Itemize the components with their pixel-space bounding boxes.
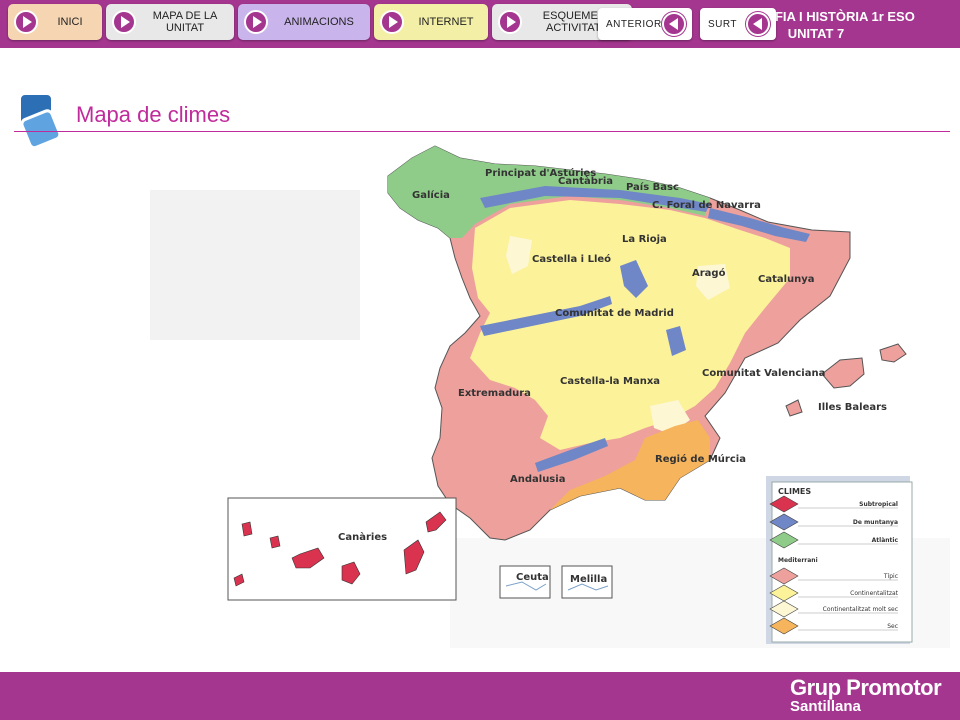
- map-background: [150, 190, 360, 340]
- previous-button[interactable]: ANTERIOR: [598, 8, 692, 40]
- previous-button-label: ANTERIOR: [606, 18, 662, 30]
- dry-zone: [550, 420, 710, 510]
- balearic-islands: [879, 343, 907, 363]
- page-title: Mapa de climes: [76, 102, 231, 127]
- region-label: Cantàbria: [558, 175, 613, 187]
- legend-box: [771, 481, 913, 643]
- play-icon: [380, 10, 404, 34]
- back-arrow-icon: [746, 12, 770, 36]
- legend-label: De muntanya: [853, 519, 898, 526]
- region-label: Regió de Múrcia: [655, 453, 746, 465]
- nav-button-animacions[interactable]: ANIMACIONS: [238, 4, 370, 40]
- nav-button-internet[interactable]: INTERNET: [374, 4, 488, 40]
- legend-swatch-med-typical: [769, 567, 799, 585]
- legend-label: Subtropical: [859, 501, 898, 508]
- legend-swatch-med-continental: [769, 584, 799, 602]
- legend-label: Sec: [887, 623, 898, 630]
- region-label: Aragó: [692, 267, 726, 279]
- very-dry-zone: [506, 236, 532, 274]
- canary-islands: [233, 511, 447, 587]
- region-label: Comunitat Valenciana: [702, 368, 825, 379]
- mountain-zone: [480, 296, 612, 336]
- legend-title: CLIMES: [778, 487, 811, 496]
- region-label: La Rioja: [622, 234, 667, 245]
- legend-label: Atlàntic: [872, 537, 899, 544]
- legend-group-title: Mediterrani: [778, 557, 818, 564]
- mountain-zone: [708, 208, 810, 242]
- balearic-islands: [785, 399, 803, 417]
- region-label: Catalunya: [758, 274, 815, 285]
- climate-map: Principat d'Astúries Cantàbria País Basc…: [150, 145, 950, 648]
- exit-button[interactable]: SURT: [700, 8, 776, 40]
- mountain-zone: [480, 186, 710, 212]
- legend-swatch-atlantic: [769, 531, 799, 549]
- nav-button-label: ESQUEMES I ACTIVITATS: [542, 10, 612, 34]
- legend-swatch-med-very-dry: [769, 600, 799, 618]
- unit-number: UNITAT 7: [787, 26, 845, 41]
- play-icon: [112, 10, 136, 34]
- top-nav-bar: INICI MAPA DE LA UNITAT ANIMACIONS INTER…: [0, 0, 960, 48]
- legend-swatch-med-dry: [769, 617, 799, 635]
- legend-label: Continentalitzat molt sec: [823, 606, 898, 613]
- region-label: Extremadura: [458, 388, 531, 399]
- ceuta-label: Ceuta: [516, 572, 549, 583]
- region-label: Galícia: [412, 189, 450, 201]
- play-icon: [14, 10, 38, 34]
- legend-label: Continentalitzat: [850, 590, 899, 597]
- exit-button-label: SURT: [708, 18, 738, 30]
- ceuta-inset: [499, 565, 551, 599]
- melilla-label: Melilla: [570, 574, 607, 585]
- region-label: Comunitat de Madrid: [555, 308, 674, 319]
- nav-button-label: ANIMACIONS: [284, 16, 354, 28]
- very-dry-zone: [696, 264, 730, 300]
- region-label: C. Foral de Navarra: [652, 200, 761, 211]
- nav-button-inici[interactable]: INICI: [8, 4, 102, 40]
- continental-zone: [470, 200, 790, 450]
- play-icon: [498, 10, 522, 34]
- title-divider: [14, 131, 950, 132]
- legend-swatch-subtropical: [769, 495, 799, 513]
- play-icon: [244, 10, 268, 34]
- balearic-islands: [821, 357, 865, 389]
- mountain-zone: [535, 438, 608, 472]
- nav-button-mapa-unitat[interactable]: MAPA DE LA UNITAT: [106, 4, 234, 40]
- brand-logo-line1: Grup Promotor: [790, 675, 942, 700]
- region-label: Castella i Lleó: [532, 253, 611, 265]
- map-legend: CLIMES Subtropical De muntanya Atlàntic …: [766, 476, 913, 644]
- melilla-coast: [567, 583, 609, 591]
- canary-label: Canàries: [338, 531, 387, 543]
- nav-button-label: INICI: [57, 16, 83, 28]
- bottom-bar: [0, 672, 960, 720]
- back-arrow-icon: [662, 12, 686, 36]
- legend-label: Típic: [883, 573, 898, 580]
- region-label: Principat d'Astúries: [485, 167, 596, 179]
- brand-logo-line2: Santillana: [790, 698, 861, 715]
- mountain-zone: [666, 326, 686, 356]
- region-label: Andalusia: [510, 474, 565, 485]
- ceuta-coast: [505, 581, 547, 591]
- melilla-inset: [561, 565, 613, 599]
- region-label: Illes Balears: [818, 402, 887, 413]
- region-label: País Basc: [626, 181, 679, 193]
- section-icon: [19, 93, 62, 150]
- nav-button-label: INTERNET: [418, 16, 474, 28]
- region-label: Castella-la Manxa: [560, 376, 660, 387]
- mountain-zone: [620, 260, 648, 298]
- nav-button-label: MAPA DE LA UNITAT: [152, 10, 218, 34]
- legend-swatch-mountain: [769, 513, 799, 531]
